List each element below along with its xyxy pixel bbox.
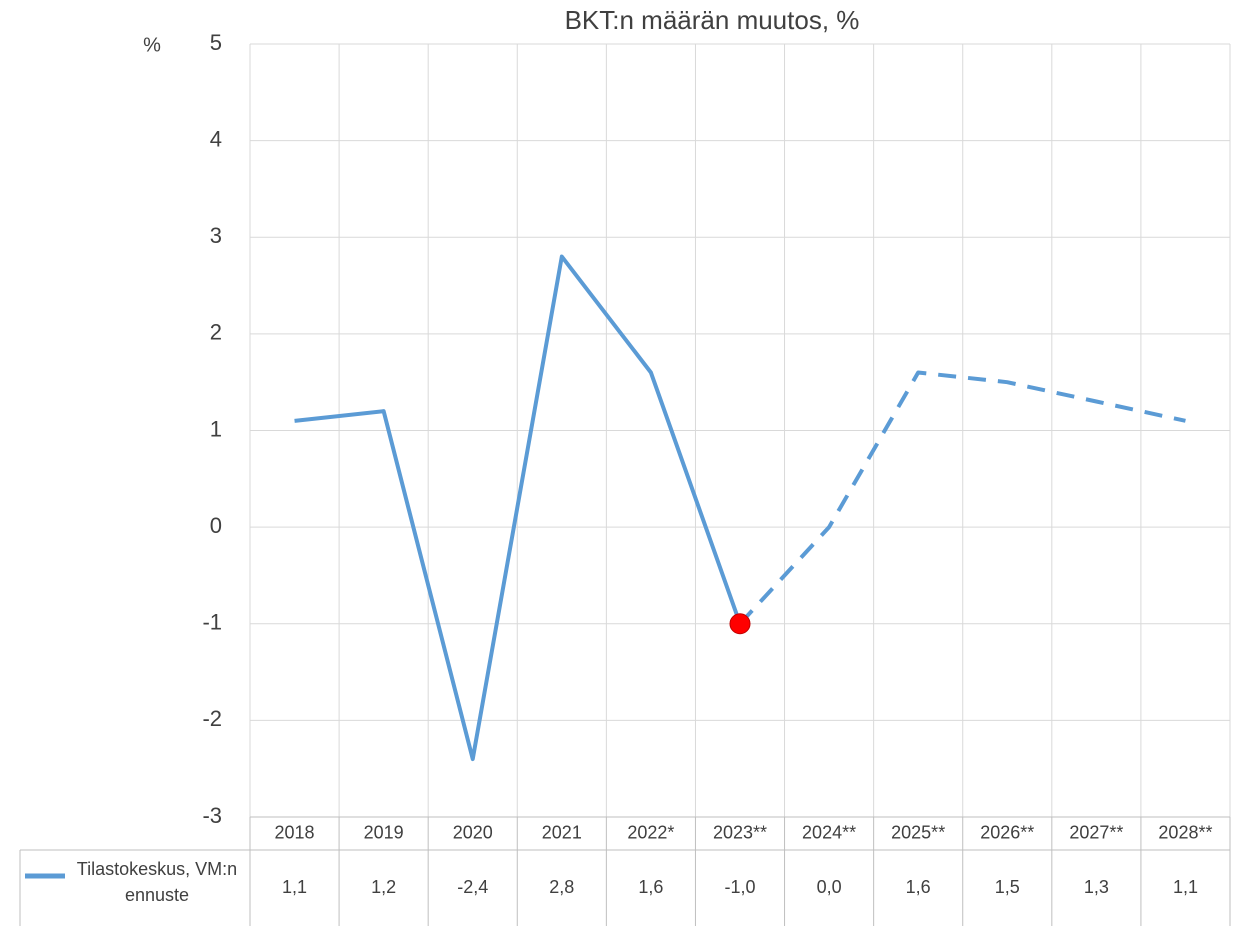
legend-label: Tilastokeskus, VM:n ennuste <box>76 859 238 905</box>
table-value: 1,3 <box>1084 877 1109 897</box>
y-tick-label: 3 <box>210 223 222 248</box>
y-tick-label: 2 <box>210 320 222 345</box>
table-value: 0,0 <box>817 877 842 897</box>
y-tick-label: 1 <box>210 416 222 441</box>
y-tick-label: 5 <box>210 30 222 55</box>
table-value: 1,5 <box>995 877 1020 897</box>
y-unit: % <box>143 34 161 56</box>
table-value: 2,8 <box>549 877 574 897</box>
table-value: -2,4 <box>457 877 488 897</box>
x-tick-label: 2018 <box>275 822 315 842</box>
table-value: 1,6 <box>638 877 663 897</box>
x-tick-label: 2019 <box>364 822 404 842</box>
table-value: 1,1 <box>1173 877 1198 897</box>
x-tick-label: 2027** <box>1069 822 1123 842</box>
y-tick-label: -3 <box>202 803 222 828</box>
table-value: 1,2 <box>371 877 396 897</box>
table-value: -1,0 <box>724 877 755 897</box>
x-tick-label: 2024** <box>802 822 856 842</box>
x-tick-label: 2026** <box>980 822 1034 842</box>
table-value: 1,1 <box>282 877 307 897</box>
x-tick-label: 2021 <box>542 822 582 842</box>
series-line <box>294 254 742 762</box>
chart-title: BKT:n määrän muutos, % <box>565 5 860 35</box>
x-tick-label: 2025** <box>891 822 945 842</box>
y-tick-label: 4 <box>210 126 222 151</box>
highlight-marker <box>729 613 751 635</box>
y-tick-label: -1 <box>202 610 222 635</box>
y-tick-label: 0 <box>210 513 222 538</box>
x-tick-label: 2028** <box>1158 822 1212 842</box>
x-tick-label: 2020 <box>453 822 493 842</box>
x-tick-label: 2023** <box>713 822 767 842</box>
table-value: 1,6 <box>906 877 931 897</box>
y-tick-label: -2 <box>202 706 222 731</box>
x-tick-label: 2022* <box>627 822 674 842</box>
